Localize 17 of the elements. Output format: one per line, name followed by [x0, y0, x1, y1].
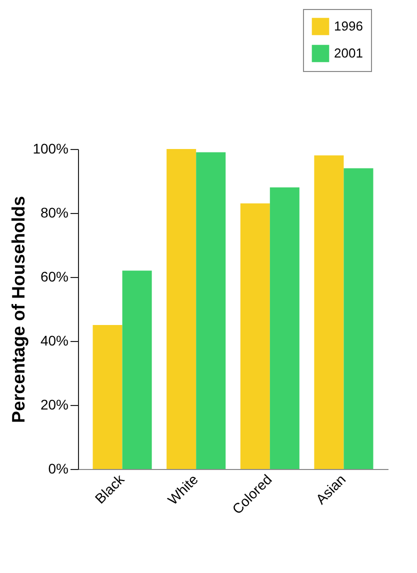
- y-tick-label: 0%: [48, 460, 68, 476]
- bar: [122, 270, 152, 469]
- bar: [270, 187, 300, 469]
- legend-label: 1996: [334, 18, 363, 34]
- y-tick-label: 40%: [40, 332, 68, 348]
- y-axis-title: Percentage of Households: [8, 196, 29, 424]
- y-tick-label: 80%: [40, 204, 68, 220]
- bar: [314, 155, 344, 469]
- bar: [166, 149, 196, 469]
- bar: [240, 203, 270, 469]
- y-tick-label: 60%: [40, 268, 68, 284]
- y-tick-label: 20%: [40, 396, 68, 412]
- bar: [344, 168, 374, 469]
- bar: [196, 152, 226, 469]
- bar: [92, 325, 122, 469]
- y-tick-label: 100%: [32, 140, 68, 156]
- legend-label: 2001: [334, 46, 363, 60]
